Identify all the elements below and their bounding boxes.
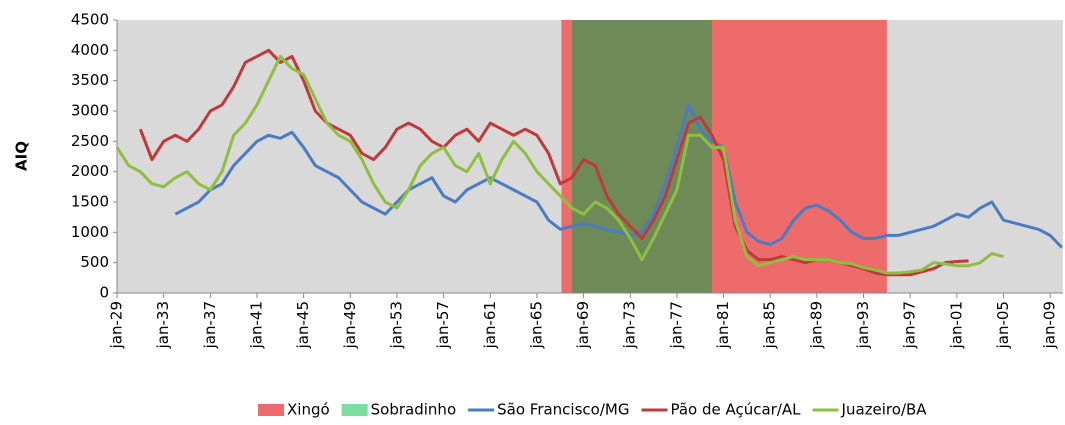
x-tick-label: jan-73 [621,301,639,349]
x-tick-label: jan-09 [1041,301,1059,349]
x-tick-label: jan-45 [294,301,312,349]
series-line [174,103,1063,249]
x-tick-label: jan-69 [574,301,592,349]
y-tick-label: 0 [99,284,109,302]
x-tick-label: jan-29 [108,301,126,349]
x-tick-label: jan-77 [667,301,685,349]
legend-label: Juazeiro/BA [841,401,928,419]
y-tick-label: 1500 [71,193,109,211]
series-line [115,54,1004,275]
y-tick-label: 3500 [71,71,109,89]
x-tick-label: jan-05 [994,301,1012,349]
x-tick-label: jan-61 [481,301,499,349]
legend-swatch [258,404,284,416]
x-tick-label: jan-33 [154,301,172,349]
x-tick-label: jan-65 [527,301,545,349]
legend-label: São Francisco/MG [497,401,629,419]
y-tick-label: 2000 [71,162,109,180]
x-tick-label: jan-01 [947,301,965,349]
legend-swatch [341,404,368,416]
x-tick-label: jan-89 [807,301,825,349]
y-tick-label: 1000 [71,223,109,241]
y-tick-label: 500 [80,253,109,271]
legend-label: Sobradinho [371,401,456,419]
x-tick-label: jan-85 [761,301,779,349]
x-tick-label: jan-41 [247,301,265,349]
legend-label: Xingó [287,401,330,419]
x-tick-label: jan-93 [854,301,872,349]
period-band [571,20,712,293]
y-tick-label: 2500 [71,132,109,150]
y-tick-label: 3000 [71,102,109,120]
legend-label: Pão de Açúcar/AL [670,401,801,419]
x-tick-label: jan-37 [201,301,219,349]
y-tick-label: 4500 [71,11,109,29]
x-tick-label: jan-81 [714,301,732,349]
x-tick-label: jan-57 [434,301,452,349]
x-tick-label: jan-49 [341,301,359,349]
y-axis-label: AIQ [13,141,31,171]
x-tick-label: jan-97 [901,301,919,349]
x-tick-label: jan-53 [387,301,405,349]
y-tick-label: 4000 [71,41,109,59]
